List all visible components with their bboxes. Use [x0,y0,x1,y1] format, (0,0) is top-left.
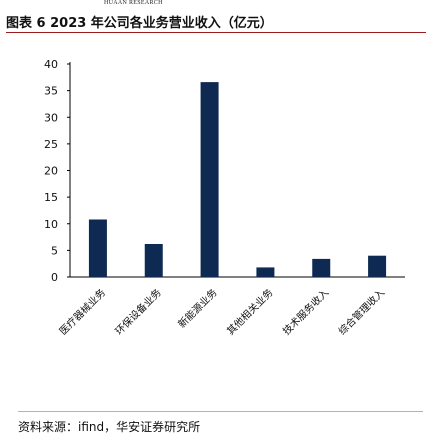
x-tick-label: 医疗器械业务 [56,286,108,338]
x-tick-label: 环保设备业务 [112,286,164,338]
logo-text: HUAAN RESEARCH [104,0,163,6]
x-tick-label: 综合管理收入 [336,286,388,338]
bars [88,82,387,277]
bar-2 [200,82,219,277]
source-note: 资料来源：ifind，华安证券研究所 [18,420,201,434]
x-tick-label: 其他相关业务 [224,286,276,338]
bar-3 [256,267,275,277]
y-tick-label: 40 [44,58,58,71]
bar-chart: 0 5 10 15 20 25 30 35 40 医疗器械业务 环保设备业务 新能源业务 其他相关业务… [44,58,405,338]
bar-0 [88,219,107,277]
chart-header: 图表 6 2023 年公司各业务营业收入（亿元） [6,10,426,33]
chart-title: 图表 6 2023 年公司各业务营业收入（亿元） [6,16,273,31]
y-axis: 0 5 10 15 20 25 30 35 40 [44,58,405,284]
y-tick-label: 35 [44,85,58,98]
x-tick-label: 新能源业务 [175,286,220,331]
y-tick-label: 25 [44,138,58,151]
y-tick-label: 0 [51,271,58,284]
bar-5 [368,255,387,277]
bar-4 [312,258,331,277]
bar-1 [144,243,163,277]
y-tick-label: 15 [44,191,58,204]
y-tick-label: 10 [44,218,58,231]
x-tick-label: 技术服务收入 [280,286,332,338]
y-tick-label: 30 [44,111,58,124]
y-tick-label: 20 [44,165,58,178]
y-tick-label: 5 [51,244,58,257]
x-axis-labels: 医疗器械业务 环保设备业务 新能源业务 其他相关业务 技术服务收入 综合管理收入 [56,286,387,338]
source-divider [18,411,423,412]
